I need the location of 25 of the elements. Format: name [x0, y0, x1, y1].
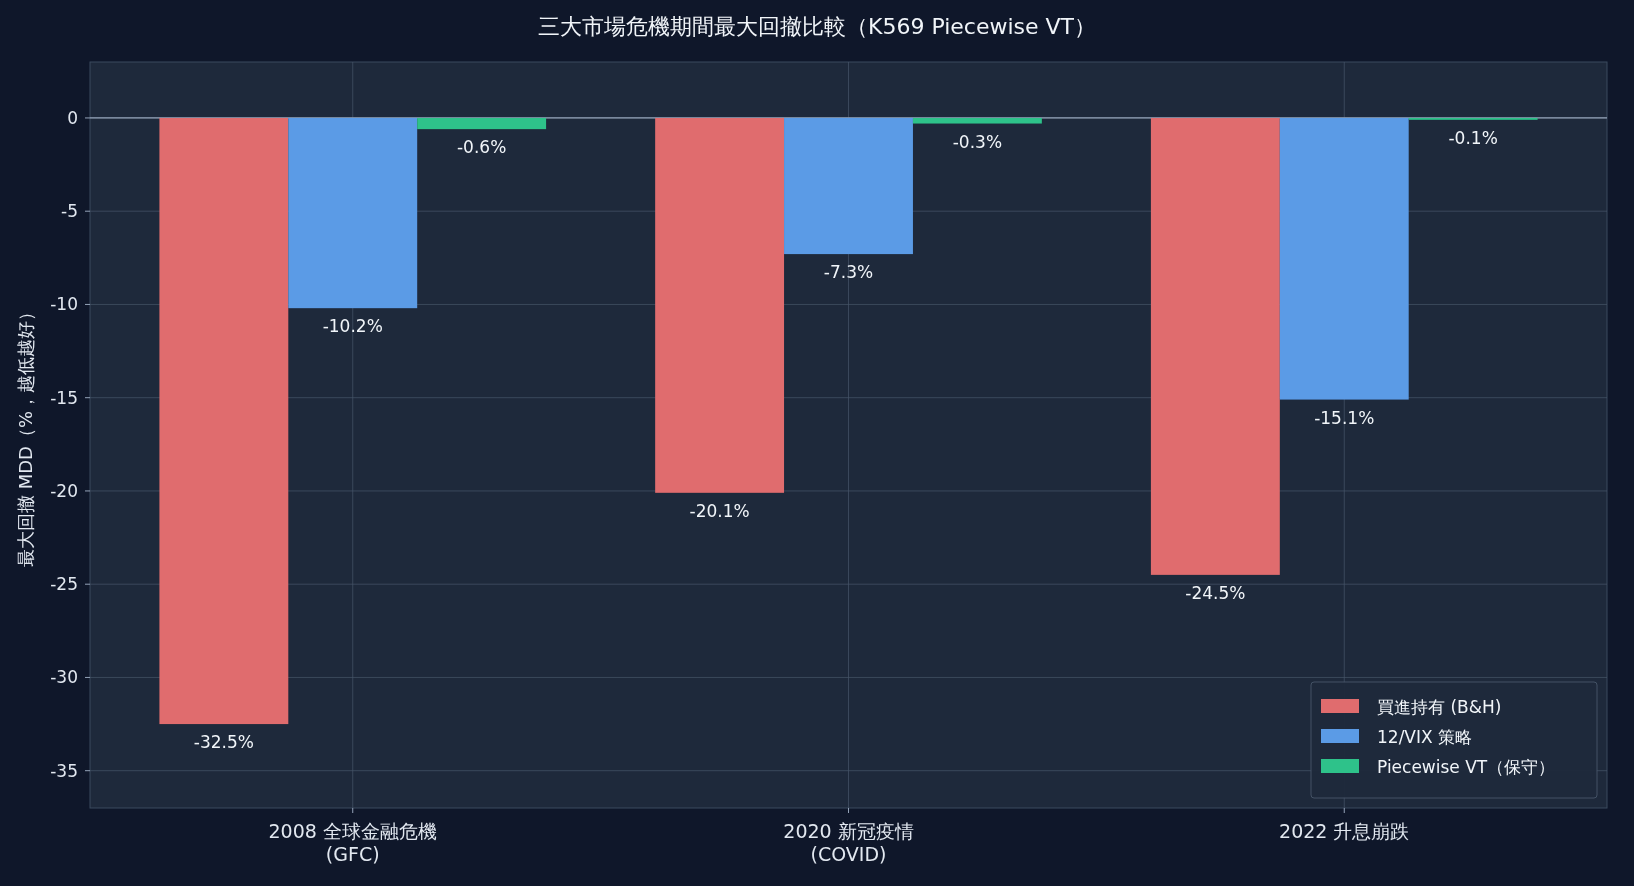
x-tick-label: 2020 新冠疫情 (COVID) [783, 820, 914, 865]
data-label: -20.1% [689, 500, 750, 521]
legend-label: Piecewise VT（保守） [1377, 757, 1556, 777]
data-label: -0.6% [456, 137, 507, 158]
y-tick-label: -15 [50, 387, 78, 408]
x-tick-label: 2008 全球金融危機 (GFC) [268, 820, 437, 865]
data-label: -32.5% [193, 732, 254, 753]
y-tick-label: -25 [50, 574, 78, 595]
data-label: -0.1% [1448, 127, 1498, 148]
chart-title: 三大市場危機期間最大回撤比較（K569 Piecewise VT） [537, 14, 1097, 39]
y-tick-label: -10 [50, 294, 78, 315]
data-label: -0.3% [952, 131, 1003, 152]
legend-label: 12/VIX 策略 [1377, 727, 1473, 747]
y-tick-label: -30 [50, 667, 78, 688]
y-tick-label: 0 [67, 107, 78, 128]
data-label: -15.1% [1314, 407, 1375, 428]
y-tick-label: -35 [50, 760, 78, 781]
y-axis-title: 最大回撤 MDD（%，越低越好） [15, 302, 36, 568]
data-label: -10.2% [322, 316, 383, 337]
legend-label: 買進持有 (B&H) [1377, 697, 1502, 717]
x-tick-label: 2022 升息崩跌 [1279, 820, 1410, 842]
data-label: -7.3% [823, 262, 874, 283]
y-tick-label: -5 [61, 201, 78, 222]
data-label: -24.5% [1185, 582, 1246, 603]
y-tick-label: -20 [50, 480, 78, 501]
